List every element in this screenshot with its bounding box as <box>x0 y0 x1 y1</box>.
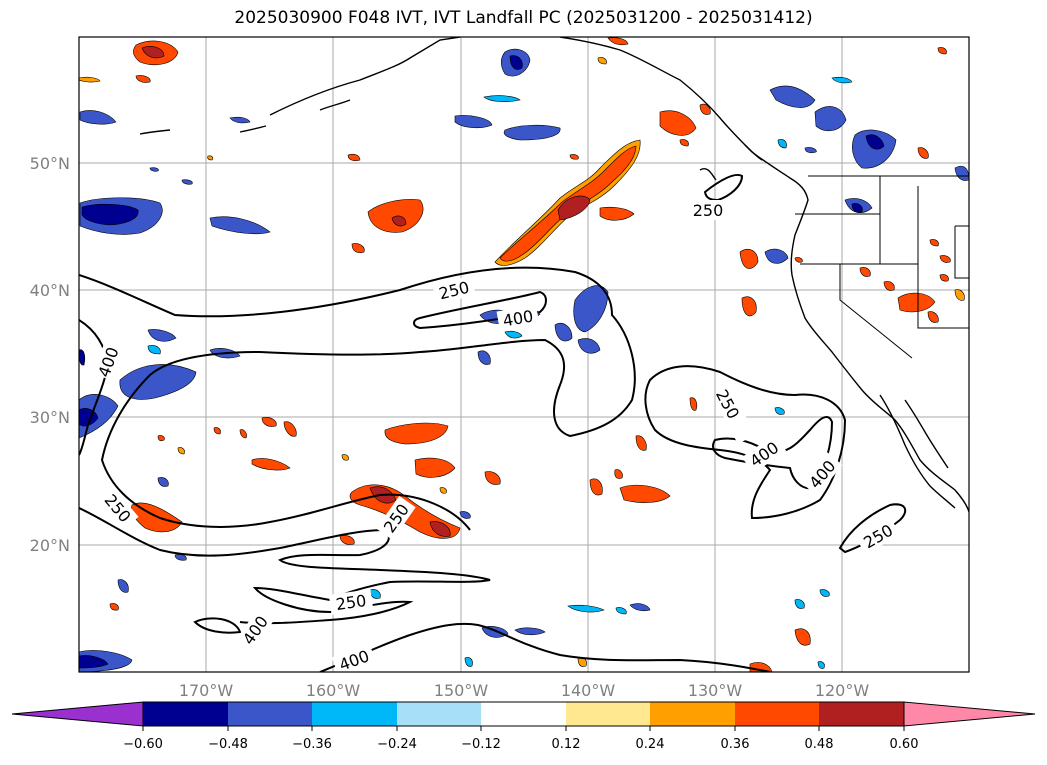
lat-label: 50°N <box>30 154 70 173</box>
colorbar-tick-label: 0.24 <box>636 737 665 752</box>
lat-label: 30°N <box>30 408 70 427</box>
map-area: 250 250 400 400 250 250 400 400 250 250 … <box>79 37 969 672</box>
colorbar-under-triangle <box>11 701 144 727</box>
lon-label: 120°W <box>815 681 870 700</box>
colorbar-bin <box>819 702 904 726</box>
colorbar-bin <box>228 702 312 726</box>
colorbar-bin <box>312 702 397 726</box>
figure-title: 2025030900 F048 IVT, IVT Landfall PC (20… <box>234 8 813 28</box>
colorbar-over-triangle <box>903 701 1036 727</box>
colorbar-tick-label: −0.60 <box>123 737 163 752</box>
coastlines <box>139 37 969 513</box>
coastline-baja <box>879 394 956 509</box>
colorbar-ticks <box>142 726 905 731</box>
colorbar-bin <box>650 702 735 726</box>
contour-label: 250 <box>693 201 724 220</box>
longitude-labels: 170°W 160°W 150°W 140°W 130°W 120°W <box>179 681 870 700</box>
colorbar-bin <box>566 702 650 726</box>
colorbar-tick-label: −0.24 <box>377 737 417 752</box>
colorbar-tick-label: −0.36 <box>292 737 332 752</box>
colorbar-tick-label: −0.12 <box>461 737 501 752</box>
lat-label: 20°N <box>30 536 70 555</box>
ivt-contours <box>79 174 907 672</box>
contour-label: 250 <box>335 591 368 614</box>
contour-250-inner <box>413 290 547 330</box>
colorbar-bin <box>143 702 228 726</box>
lon-label: 150°W <box>434 681 489 700</box>
contour-400-south <box>193 617 242 634</box>
colorbar: −0.60 −0.48 −0.36 −0.24 −0.12 0.12 0.24 … <box>11 701 1036 752</box>
patch-neg-west-50n-core <box>81 203 139 226</box>
political-borders <box>795 175 969 359</box>
latitude-labels: 50°N 40°N 30°N 20°N <box>30 154 70 555</box>
contour-labels: 250 250 400 400 250 250 400 400 250 250 … <box>93 200 901 672</box>
lon-label: 160°W <box>306 681 361 700</box>
colorbar-tick-label: 0.48 <box>805 737 834 752</box>
colorbar-tick-label: −0.48 <box>208 737 248 752</box>
lon-label: 170°W <box>179 681 234 700</box>
lon-label: 140°W <box>561 681 616 700</box>
contour-250-east-north <box>703 174 744 202</box>
contour-250-south <box>79 507 491 625</box>
colorbar-tick-label: 0.36 <box>721 737 750 752</box>
contour-400-southeast <box>319 622 771 672</box>
contour-250-main <box>79 266 636 531</box>
colorbar-tick-label: 0.12 <box>552 737 581 752</box>
colorbar-bin <box>481 702 566 726</box>
lat-label: 40°N <box>30 281 70 300</box>
contour-250-east <box>644 365 847 520</box>
colorbar-bin <box>735 702 819 726</box>
colorbar-tick-label: 0.60 <box>890 737 919 752</box>
lon-label: 130°W <box>688 681 743 700</box>
map-frame <box>78 36 970 673</box>
contour-400-west <box>79 319 110 456</box>
colorbar-bin <box>397 702 481 726</box>
colorbar-tick-labels: −0.60 −0.48 −0.36 −0.24 −0.12 0.12 0.24 … <box>123 737 918 752</box>
coastline-alaska-bc <box>269 37 969 513</box>
